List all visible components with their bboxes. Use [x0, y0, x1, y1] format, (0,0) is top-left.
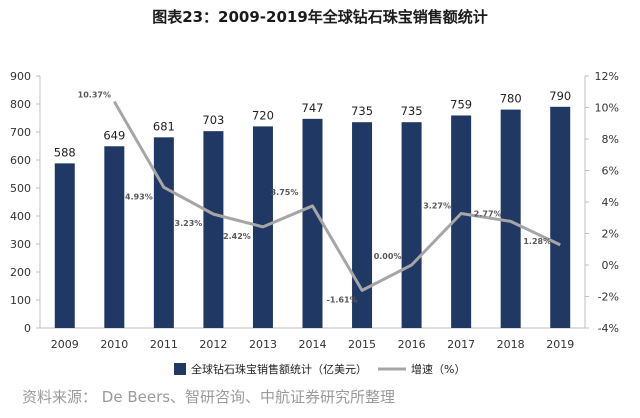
right-tick-label: 0% — [602, 259, 619, 272]
left-tick-label: 200 — [10, 266, 31, 279]
bar-value-label: 588 — [54, 145, 76, 159]
line-value-label: 10.37% — [78, 91, 111, 100]
x-tick-label: 2013 — [249, 338, 277, 351]
left-tick-label: 500 — [10, 182, 31, 195]
right-tick-label: 8% — [602, 133, 619, 146]
x-tick-label: 2011 — [150, 338, 178, 351]
right-tick-label: 6% — [602, 165, 619, 178]
growth-line — [113, 100, 561, 292]
legend-swatch-bar — [174, 363, 186, 375]
bar — [451, 115, 472, 328]
x-tick-label: 2010 — [100, 338, 128, 351]
left-tick-label: 700 — [10, 126, 31, 139]
line-value-label: 3.23% — [175, 219, 203, 228]
legend-label-bar: 全球钻石珠宝销售额统计（亿美元） — [191, 362, 367, 376]
bar — [203, 131, 224, 328]
x-tick-label: 2014 — [299, 338, 327, 351]
bar — [352, 122, 373, 328]
bar-value-label: 735 — [351, 104, 373, 118]
right-tick-label: -4% — [598, 322, 619, 335]
right-tick-label: 4% — [602, 196, 619, 209]
bar-value-label: 703 — [202, 113, 224, 127]
bar — [550, 106, 571, 328]
bar-value-label: 780 — [500, 92, 522, 106]
x-tick-label: 2016 — [398, 338, 426, 351]
bar-value-label: 790 — [549, 89, 571, 103]
x-tick-label: 2018 — [497, 338, 525, 351]
right-tick-label: 2% — [602, 228, 619, 241]
bar-value-label: 759 — [450, 97, 472, 111]
left-tick-label: 900 — [10, 70, 31, 83]
left-tick-label: 400 — [10, 210, 31, 223]
left-tick-label: 800 — [10, 98, 31, 111]
source-note: 资料来源： De Beers、智研咨询、中航证券研究所整理 — [22, 388, 396, 406]
bar-value-label: 720 — [252, 108, 274, 122]
x-tick-label: 2017 — [447, 338, 475, 351]
x-tick-label: 2015 — [348, 338, 376, 351]
left-tick-label: 300 — [10, 238, 31, 251]
right-tick-label: 12% — [595, 70, 619, 83]
bar — [500, 109, 521, 328]
right-tick-label: 10% — [595, 102, 619, 115]
bar — [104, 146, 125, 328]
bar-value-label: 649 — [103, 128, 125, 142]
legend-label-line: 增速（%） — [411, 362, 465, 376]
x-tick-label: 2009 — [51, 338, 79, 351]
left-tick-label: 600 — [10, 154, 31, 167]
left-tick-label: 100 — [10, 294, 31, 307]
bar — [302, 118, 323, 328]
line-value-label: -1.61% — [327, 295, 358, 304]
bar-value-label: 681 — [153, 119, 175, 133]
bar — [153, 137, 174, 328]
chart-title: 图表23：2009-2019年全球钻石珠宝销售额统计 — [152, 8, 488, 26]
x-tick-label: 2012 — [199, 338, 227, 351]
bar-value-label: 735 — [401, 104, 423, 118]
bar-value-label: 747 — [302, 101, 324, 115]
x-tick-label: 2019 — [546, 338, 574, 351]
left-tick-label: 0 — [24, 322, 31, 335]
line-value-label: 0.00% — [374, 252, 402, 261]
line-value-label: 1.28% — [523, 237, 551, 246]
right-tick-label: -2% — [598, 291, 619, 304]
line-value-label: 3.27% — [423, 201, 451, 210]
line-value-label: 2.77% — [474, 209, 502, 218]
line-value-label: 4.93% — [125, 192, 153, 201]
line-value-label: 2.42% — [223, 232, 251, 241]
line-value-label: 3.75% — [271, 188, 299, 197]
bar — [401, 122, 422, 328]
bar — [54, 163, 75, 328]
